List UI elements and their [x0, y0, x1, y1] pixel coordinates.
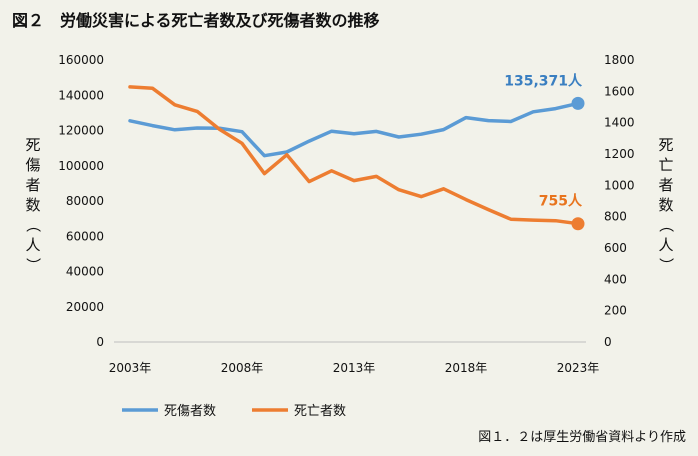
source-note: 図１．２は厚生労働省資料より作成	[478, 430, 686, 445]
annotation-layer: 135,371人 755人	[504, 72, 583, 209]
legend-label: 死傷者数	[164, 404, 216, 419]
series-endpoint-deaths	[571, 217, 585, 231]
x-tick-label: 2013年	[333, 361, 376, 375]
series-endpoint-injuries	[571, 96, 585, 110]
left-tick-label: 120000	[58, 124, 104, 138]
axis-label-char: 人	[25, 236, 40, 254]
right-tick-label: 1400	[604, 116, 635, 130]
right-tick-label: 400	[604, 272, 627, 286]
series-line-injuries	[128, 101, 580, 158]
left-tick-label: 60000	[66, 229, 104, 243]
right-tick-label: 1600	[604, 84, 635, 98]
x-tick-label: 2023年	[557, 361, 600, 375]
right-axis-label: 死亡者数 （ 人 ）	[657, 136, 675, 273]
chart-title: 図２ 労働災害による死亡者数及び死傷者数の推移	[12, 11, 380, 30]
left-tick-label: 160000	[58, 53, 104, 67]
x-axis-ticks: 2003年 2008年 2013年 2018年 2023年	[109, 361, 600, 375]
axis-label-char: 数	[658, 196, 673, 214]
right-tick-label: 800	[604, 210, 627, 224]
left-tick-label: 0	[96, 335, 104, 349]
series-line-deaths	[128, 85, 580, 226]
axis-label-char: 傷	[25, 156, 40, 174]
axis-label-char: 者	[658, 176, 673, 194]
axis-label-char: 亡	[658, 156, 673, 174]
axis-label-char: 死	[25, 136, 40, 154]
right-tick-label: 200	[604, 304, 627, 318]
left-tick-label: 20000	[66, 300, 104, 314]
right-tick-label: 0	[604, 335, 612, 349]
axis-label-char: （	[657, 217, 675, 232]
axis-label-char: （	[24, 217, 42, 232]
left-tick-label: 40000	[66, 265, 104, 279]
series-layer	[128, 85, 585, 231]
right-tick-label: 1800	[604, 53, 635, 67]
x-tick-label: 2008年	[221, 361, 264, 375]
right-tick-label: 600	[604, 241, 627, 255]
axis-label-char: ）	[24, 257, 42, 272]
right-tick-label: 1000	[604, 178, 635, 192]
annotation-label: 755人	[539, 193, 583, 210]
left-axis-ticks: 0 20000 40000 60000 80000 100000 120000 140000 1…	[58, 53, 104, 349]
right-tick-label: 1200	[604, 147, 635, 161]
legend-label: 死亡者数	[294, 404, 346, 419]
left-axis-label: 死傷者数 （ 人 ）	[24, 136, 42, 273]
right-axis-ticks: 0 200 400 600 800 1000 1200 1400 1600 1800	[604, 53, 635, 349]
left-tick-label: 140000	[58, 88, 104, 102]
left-tick-label: 80000	[66, 194, 104, 208]
x-tick-label: 2003年	[109, 361, 152, 375]
left-tick-label: 100000	[58, 159, 104, 173]
axis-label-char: 数	[25, 196, 40, 214]
x-tick-label: 2018年	[445, 361, 488, 375]
axis-label-char: 者	[25, 176, 40, 194]
axis-label-char: 死	[658, 136, 673, 154]
annotation-label: 135,371人	[504, 72, 583, 89]
axis-label-char: 人	[658, 236, 673, 254]
legend: 死傷者数 死亡者数	[122, 404, 346, 419]
axis-label-char: ）	[657, 257, 675, 272]
